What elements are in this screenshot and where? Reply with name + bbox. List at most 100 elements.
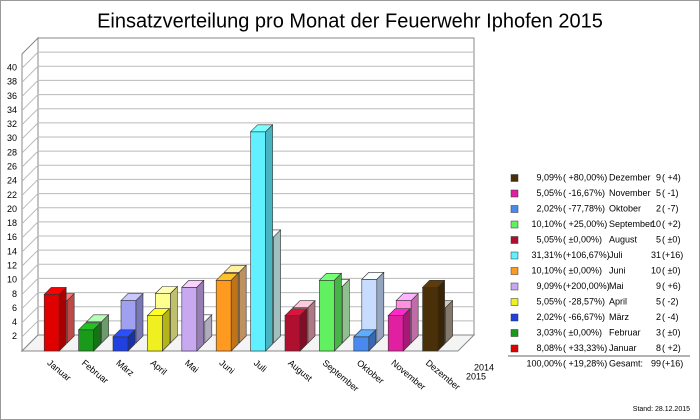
legend-month: Februar	[609, 327, 641, 337]
legend-percent: 10,10%	[531, 219, 562, 229]
bar-front	[422, 287, 438, 352]
y-tick-label: 16	[7, 232, 17, 242]
bar-front	[112, 336, 129, 352]
depth-label: 2015	[466, 371, 486, 381]
legend-count: 2	[656, 203, 661, 213]
bar	[215, 272, 239, 352]
legend-percent: 5,05%	[536, 234, 562, 244]
legend-change: (+200,00%)	[563, 281, 610, 291]
legend-diff: ( +4)	[662, 172, 681, 182]
footer: Stand: 28.12.2015	[633, 406, 690, 413]
bar	[112, 329, 136, 352]
y-tick-label: 40	[7, 63, 17, 73]
legend-percent: 5,05%	[536, 296, 562, 306]
legend-diff: ( ±0)	[662, 234, 680, 244]
bar-side	[342, 278, 350, 344]
legend-swatch	[510, 282, 519, 291]
legend-change: ( -66,67%)	[563, 312, 605, 322]
bar-side	[196, 279, 205, 352]
bar-front	[250, 131, 266, 352]
legend-swatch	[510, 174, 519, 182]
legend-change: ( +80,00%)	[563, 172, 607, 182]
legend-change: ( ±0,00%)	[563, 265, 602, 275]
legend-diff: (+16)	[662, 250, 683, 260]
legend-percent: 31,31%	[531, 250, 562, 260]
bar-front	[215, 279, 232, 352]
legend-count: 2	[656, 312, 661, 322]
chart-title: Einsatzverteilung pro Monat der Feuerweh…	[97, 10, 603, 32]
legend-swatch	[510, 251, 519, 260]
y-tick-label: 26	[7, 162, 17, 172]
bar-side	[402, 307, 411, 352]
y-tick-label: 12	[7, 261, 17, 271]
legend-diff: (+16)	[662, 358, 683, 368]
bar	[284, 307, 308, 352]
grid-line	[21, 79, 474, 97]
bar-side	[410, 292, 419, 344]
legend-diff: ( -4)	[662, 312, 679, 322]
y-tick-label: 18	[7, 218, 17, 228]
bar-side	[135, 292, 144, 344]
legend-diff: ( -2)	[662, 296, 679, 306]
grid-line	[21, 178, 474, 196]
grid-line	[21, 235, 474, 253]
legend-swatch	[510, 236, 519, 244]
grid-line	[21, 108, 474, 126]
y-tick-label: 34	[7, 105, 17, 115]
bar	[146, 307, 171, 352]
y-tick-label: 28	[7, 147, 17, 157]
bar	[249, 124, 274, 352]
y-tick-label: 32	[7, 119, 17, 129]
legend-swatch	[510, 267, 519, 275]
bar-side	[273, 229, 281, 344]
grid-line	[21, 164, 474, 182]
legend-swatch	[510, 344, 519, 353]
bar	[43, 286, 67, 352]
legend-percent: 8,08%	[536, 343, 562, 353]
legend-count: 10	[651, 219, 661, 229]
legend-percent: 100,00%	[526, 358, 562, 368]
grid-line	[21, 221, 474, 239]
legend-month: Juni	[609, 265, 626, 275]
bar	[421, 279, 446, 352]
y-tick-label: 30	[7, 133, 17, 143]
legend-diff: ( ±0)	[662, 327, 680, 337]
legend-month: Januar	[609, 343, 637, 353]
grid-line	[21, 51, 474, 69]
legend-count: 5	[656, 188, 661, 198]
bar-side	[170, 285, 178, 344]
legend-percent: 2,02%	[536, 312, 562, 322]
bar-side	[58, 286, 67, 352]
legend-diff: ( +6)	[662, 281, 681, 291]
bar-side	[162, 307, 170, 352]
left-wall	[21, 36, 39, 353]
legend-percent: 10,10%	[531, 265, 562, 275]
legend-count: 8	[656, 343, 661, 353]
bar-side	[265, 124, 273, 352]
y-tick-label: 36	[7, 91, 17, 101]
grid-line	[21, 193, 474, 210]
legend-swatch	[510, 329, 519, 337]
grid-line	[21, 263, 474, 281]
bar-side	[93, 322, 101, 352]
grid-line	[21, 150, 474, 168]
legend-month: Oktober	[609, 203, 641, 213]
legend-month: Mai	[609, 281, 624, 291]
legend-percent: 2,02%	[536, 203, 562, 213]
bar-side	[299, 307, 308, 352]
legend-swatch	[510, 313, 519, 322]
legend-diff: ( +2)	[662, 219, 681, 229]
bar-side	[66, 292, 75, 344]
grid-line	[21, 136, 474, 154]
bar-side	[376, 271, 385, 344]
legend-change: ( -16,67%)	[563, 188, 605, 198]
bar-front	[147, 315, 163, 352]
y-tick-label: 4	[12, 317, 17, 327]
legend-month: Juli	[609, 250, 623, 260]
bar	[181, 279, 205, 352]
bar	[318, 272, 343, 352]
legend-change: ( ±0,00%)	[563, 327, 602, 337]
y-tick-label: 24	[7, 176, 17, 186]
y-tick-label: 8	[12, 289, 17, 299]
